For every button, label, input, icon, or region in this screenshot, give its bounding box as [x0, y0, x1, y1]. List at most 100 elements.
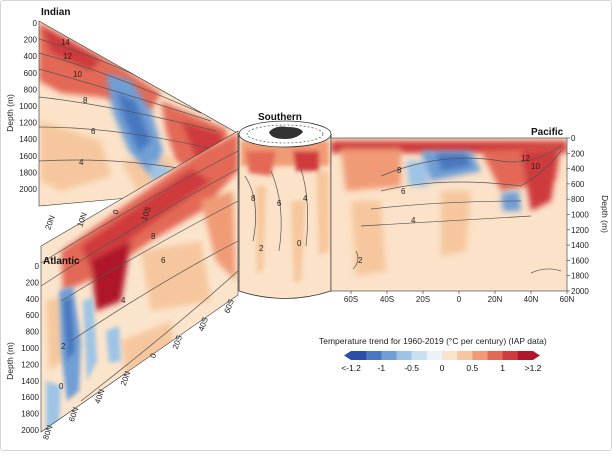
colorbar-tick: 1	[500, 363, 505, 373]
pacific-lat-tick: 20S	[416, 295, 430, 304]
pacific-title: Pacific	[531, 127, 564, 138]
colorbar-extension	[344, 351, 351, 360]
atlantic-contour-label: 8	[151, 232, 156, 241]
pacific-depth-tick: 1400	[571, 241, 589, 250]
indian-depth-tick: 0	[33, 19, 38, 28]
pacific-lat-tick: 40S	[380, 295, 394, 304]
indian-lat-tick: 0	[111, 208, 121, 216]
atlantic-depth-tick: 1000	[21, 344, 39, 353]
pacific-warm-patches	[331, 141, 567, 276]
atlantic-lat-tick: 0	[148, 351, 158, 359]
indian-depth-tick: 1600	[19, 152, 37, 161]
pacific-panel	[330, 137, 568, 292]
indian-lat-tick: 20N	[43, 214, 57, 231]
indian-depth-tick: 400	[24, 52, 38, 61]
colorbar-swatch	[411, 351, 428, 360]
colorbar-tick: -1	[378, 363, 386, 373]
indian-contour-label: 4	[79, 158, 84, 167]
indian-contour-label: 12	[63, 52, 72, 61]
antarctica-icon	[269, 126, 303, 139]
atlantic-depth-tick: 1400	[21, 377, 39, 386]
pacific-lat-tick: 20N	[488, 295, 503, 304]
indian-title: Indian	[41, 7, 70, 18]
pacific-depth-tick: 1600	[571, 256, 589, 265]
colorbar-swatch	[502, 351, 519, 360]
indian-depth-tick: 600	[24, 69, 38, 78]
colorbar-swatch	[396, 351, 412, 360]
atlantic-title: Atlantic	[43, 256, 80, 267]
colorbar-swatch	[472, 351, 488, 360]
colorbar-swatch	[487, 351, 503, 360]
indian-depth-tick: 1800	[19, 168, 37, 177]
pacific-depth-tick: 0	[571, 134, 576, 143]
pacific-depth-tick: 1200	[571, 226, 589, 235]
pacific-contour-label: 6	[401, 187, 406, 196]
atlantic-contour-label: 6	[161, 256, 166, 265]
indian-ylabel: Depth (m)	[5, 94, 15, 132]
indian-contour-label: 10	[73, 70, 82, 79]
indian-depth-tick: 800	[24, 85, 38, 94]
atlantic-depth-tick: 600	[26, 311, 40, 320]
atlantic-depth-tick: 1600	[21, 393, 39, 402]
atlantic-contour-label: 4	[121, 296, 126, 305]
pacific-contour-label: 8	[397, 166, 402, 175]
pacific-contour-label: 12	[521, 154, 530, 163]
colorbar-swatch	[351, 351, 367, 360]
colorbar-label: Temperature trend for 1960-2019 (°C per …	[319, 336, 547, 346]
southern-title: Southern	[258, 112, 302, 123]
pacific-lat-tick: 60N	[560, 295, 575, 304]
colorbar-tick: 0	[440, 363, 445, 373]
pacific-depth-tick: 400	[571, 165, 585, 174]
southern-contour-label: 8	[251, 194, 256, 203]
atlantic-depth-tick: 400	[26, 295, 40, 304]
pacific-depth-tick: 2000	[571, 287, 589, 296]
atlantic-cool-patches	[46, 286, 121, 431]
atlantic-contour-label: 2	[61, 342, 66, 351]
southern-contour-label: 4	[303, 194, 308, 203]
atlantic-depth-tick: 0	[35, 262, 40, 271]
atlantic-ylabel: Depth (m)	[5, 342, 15, 380]
pacific-contour-label: 2	[358, 256, 363, 265]
pacific-lat-tick: 0	[457, 295, 462, 304]
southern-contour-label: 2	[259, 244, 264, 253]
colorbar-swatch	[381, 351, 397, 360]
pacific-lat-tick: 40N	[524, 295, 539, 304]
colorbar-tick: -0.5	[404, 363, 419, 373]
pacific-depth-tick: 1000	[571, 211, 589, 220]
colorbar-swatch	[366, 351, 382, 360]
colorbar-swatch	[517, 351, 534, 360]
colorbar-tick: 0.5	[466, 363, 478, 373]
atlantic-depth-tick: 200	[26, 278, 40, 287]
indian-depth-tick: 1000	[19, 102, 37, 111]
indian-depth-tick: 1400	[19, 135, 37, 144]
southern-patches	[241, 141, 329, 283]
colorbar-swatch	[457, 351, 473, 360]
colorbar	[344, 351, 540, 360]
southern-panel	[238, 120, 332, 299]
pacific-cool-patches	[406, 151, 521, 211]
atlantic-depth-tick: 800	[26, 328, 40, 337]
atlantic-panel	[40, 130, 239, 433]
colorbar-swatch	[442, 351, 458, 360]
indian-contour-label: 6	[91, 127, 96, 136]
indian-depth-tick: 2000	[19, 185, 37, 194]
pacific-ylabel: Depth (m)	[600, 195, 610, 233]
atlantic-depth-tick: 1800	[21, 410, 39, 419]
pacific-lat-tick: 60S	[344, 295, 358, 304]
atlantic-depth-tick: 2000	[21, 426, 39, 435]
colorbar-swatch	[426, 351, 443, 360]
pacific-depth-tick: 600	[571, 180, 585, 189]
southern-contour-label: 0	[297, 239, 302, 248]
indian-contour-label: 8	[83, 96, 88, 105]
indian-depth-tick: 200	[24, 36, 38, 45]
colorbar-tick: >1.2	[525, 363, 542, 373]
pacific-depth-tick: 800	[571, 195, 585, 204]
pacific-contour-label: 4	[411, 216, 416, 225]
indian-contour-label: 14	[61, 38, 70, 47]
colorbar-extension	[533, 351, 540, 360]
pacific-depth-tick: 200	[571, 149, 585, 158]
colorbar-tick: <-1.2	[341, 363, 361, 373]
atlantic-depth-tick: 1200	[21, 360, 39, 369]
